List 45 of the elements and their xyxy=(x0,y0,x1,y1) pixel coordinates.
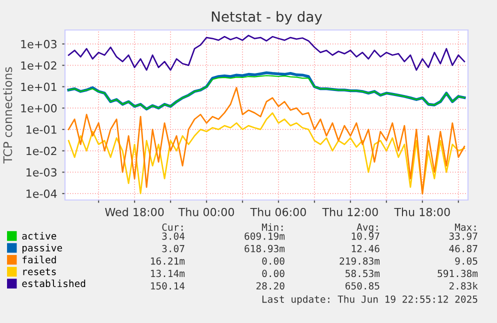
text: 0.00 xyxy=(262,257,284,265)
text: 591.38m xyxy=(438,270,478,278)
legend-label: resets xyxy=(23,268,56,276)
x-tick-label: Thu 12:00 xyxy=(322,208,378,216)
x-tick-label: Thu 00:00 xyxy=(178,208,234,216)
text: 150.14 xyxy=(151,282,185,290)
text: 2.83k xyxy=(449,282,478,290)
text: Avg: xyxy=(356,224,378,233)
text: 12.46 xyxy=(352,244,380,252)
y-tick-label: 1e+00 xyxy=(21,104,57,112)
text: 3.04 xyxy=(162,232,185,240)
text: Min: xyxy=(262,223,283,231)
y-tick-label: 1e-02 xyxy=(26,146,56,156)
text: 650.85 xyxy=(346,282,380,290)
legend-label: failed xyxy=(22,256,56,264)
text: 58.53m xyxy=(346,270,380,278)
text: 46.87 xyxy=(449,244,478,252)
text: 219.83m xyxy=(340,257,380,265)
y-tick-label: 1e-04 xyxy=(26,190,57,198)
x-tick-label: Thu 18:00 xyxy=(394,208,450,216)
y-axis-title: TCP connections xyxy=(3,67,12,164)
text: 0.00 xyxy=(262,270,284,278)
y-tick-label: 1e-03 xyxy=(26,168,56,177)
text: 609.19m xyxy=(244,232,285,240)
text: 9.05 xyxy=(455,257,478,265)
legend-label: active xyxy=(22,232,56,240)
y-tick-label: 1e-01 xyxy=(26,125,56,134)
y-tick-label: 1e+02 xyxy=(21,61,56,70)
x-tick-label: Wed 18:00 xyxy=(105,208,164,216)
text: Max: xyxy=(454,224,476,231)
text: 28.20 xyxy=(256,282,284,290)
x-tick-label: Thu 06:00 xyxy=(250,208,306,216)
chart-title: Netstat - by day xyxy=(212,11,322,25)
text: 10.97 xyxy=(352,232,380,240)
legend-label: passive xyxy=(22,244,62,254)
text: 3.07 xyxy=(162,244,184,252)
text: 13.14m xyxy=(151,270,185,278)
text: 618.93m xyxy=(244,244,285,252)
text: Last update: Thu Jun 19 22:55:12 2025 xyxy=(262,295,478,305)
legend-label: established xyxy=(22,280,86,288)
text: Cur: xyxy=(162,223,183,231)
text: 33.97 xyxy=(449,232,478,240)
text: 16.21m xyxy=(151,257,185,265)
y-tick-label: 1e+03 xyxy=(21,40,56,48)
y-tick-label: 1e+01 xyxy=(21,82,56,92)
